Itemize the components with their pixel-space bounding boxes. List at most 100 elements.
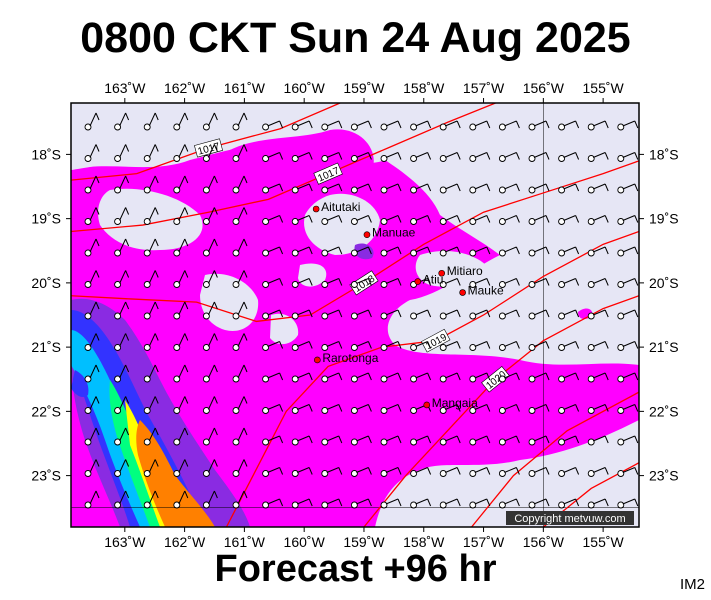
wind-barb [84, 333, 100, 351]
clear-area [415, 250, 490, 287]
wind-barb [84, 427, 100, 446]
lat-tick-label-left: 18˚S [31, 146, 61, 162]
wind-barb [498, 341, 520, 351]
place-label: Rarotonga [322, 351, 378, 365]
wind-barb [498, 467, 520, 477]
wind-barb [528, 341, 550, 351]
wind-barb [291, 467, 313, 477]
wind-barb [469, 372, 491, 383]
wind-barb [232, 459, 248, 477]
wind-barb [558, 404, 580, 414]
wind-barb [202, 333, 218, 351]
wind-barb [617, 246, 639, 257]
wind-barb [587, 120, 609, 131]
isobar-line [225, 230, 639, 527]
wind-barb [114, 459, 130, 477]
wind-barb [84, 459, 100, 477]
lat-tick-label-right: 18˚S [649, 146, 679, 162]
wind-barb [202, 207, 218, 225]
wind-barb [232, 427, 248, 446]
wind-barb [321, 215, 343, 225]
wind-barb [114, 238, 130, 257]
wind-barb [380, 372, 402, 383]
wind-barb [617, 498, 639, 509]
lon-tick-label-top: 159˚W [343, 80, 385, 96]
wind-barb [202, 270, 218, 288]
wind-barb [528, 246, 550, 257]
wind-barb [558, 120, 580, 131]
wind-barb [410, 246, 432, 257]
wind-barb [558, 498, 580, 509]
wind-barb [528, 435, 550, 446]
wind-barb [617, 404, 639, 414]
place-label: Mangaia [432, 396, 478, 410]
wind-barb [498, 215, 520, 225]
wind-barb [587, 215, 609, 225]
wind-barb [439, 341, 461, 351]
lat-tick-label-right: 21˚S [649, 339, 679, 355]
wind-barb [173, 207, 189, 225]
wind-barb [469, 404, 491, 414]
wind-barb [350, 498, 372, 509]
wind-barb [350, 246, 372, 257]
wind-barb [202, 301, 218, 320]
wind-barb [143, 144, 159, 162]
wind-barb [350, 341, 372, 351]
isobar-line [71, 103, 496, 233]
lon-tick-label-bottom: 163˚W [104, 534, 146, 550]
wind-barb [439, 120, 461, 131]
wind-barb [410, 467, 432, 477]
wind-barb [439, 183, 461, 194]
place-label: Mitiaro [447, 264, 483, 278]
wind-barb [262, 152, 284, 162]
wind-barb [587, 152, 609, 162]
wind-barb [380, 498, 402, 509]
clear-area [304, 193, 380, 255]
wind-barb [410, 183, 432, 194]
wind-barb [498, 246, 520, 257]
wind-barb [617, 372, 639, 383]
wind-barb [321, 498, 343, 509]
wind-barb [617, 183, 639, 194]
wind-barb [410, 278, 432, 288]
wind-barb [350, 435, 372, 446]
wind-barb [84, 144, 100, 162]
wind-barb [587, 372, 609, 383]
wind-barb [469, 309, 491, 320]
wind-barb [439, 467, 461, 477]
wind-barb [84, 364, 100, 383]
lat-tick-label-left: 23˚S [31, 468, 61, 484]
wind-barb [439, 278, 461, 288]
wind-barb [232, 301, 248, 320]
wind-barb [469, 246, 491, 257]
wind-barb [173, 112, 189, 131]
wind-barb [143, 364, 159, 383]
lon-tick-label-top: 156˚W [523, 80, 565, 96]
wind-barb [410, 341, 432, 351]
lat-tick-label-right: 22˚S [649, 403, 679, 419]
wind-barb [321, 120, 343, 131]
wind-barb [587, 404, 609, 414]
wind-barb [84, 112, 100, 131]
wind-barb [498, 309, 520, 320]
lon-tick-label-bottom: 162˚W [164, 534, 206, 550]
forecast-label: Forecast +96 hr [214, 548, 497, 590]
wind-barb [291, 246, 313, 257]
wind-barb [439, 498, 461, 509]
wind-barb [114, 490, 130, 509]
lat-tick-label-left: 21˚S [31, 339, 61, 355]
wind-barb [617, 341, 639, 351]
lat-tick-label-left: 22˚S [31, 403, 61, 419]
wind-barb [469, 152, 491, 162]
place-label: Atiu [423, 273, 444, 287]
clear-area [98, 188, 203, 251]
wind-barb [498, 278, 520, 288]
wind-barb [587, 246, 609, 257]
wind-barb [173, 301, 189, 320]
wind-barb [558, 435, 580, 446]
wind-barb [143, 175, 159, 194]
place-marker [423, 401, 431, 409]
wind-barb [528, 404, 550, 414]
wind-barb [173, 270, 189, 288]
